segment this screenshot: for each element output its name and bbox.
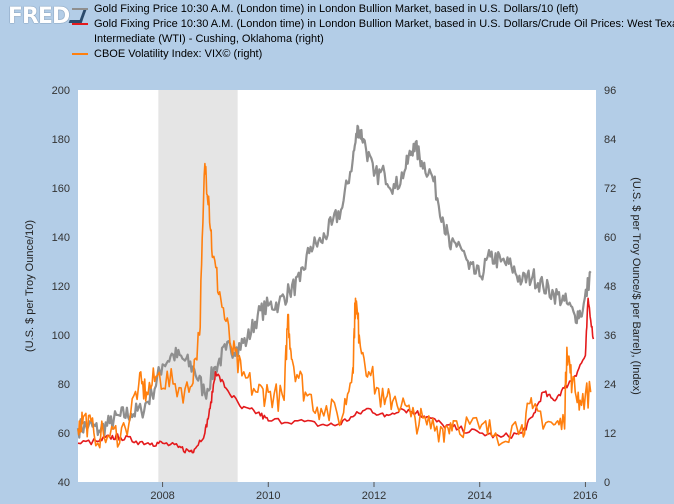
y-right-tick-label: 24 <box>604 379 616 391</box>
legend-swatch-gold <box>72 8 88 10</box>
y-axis-left-title: (U.S. $ per Troy Ounce/10) <box>24 220 36 352</box>
fred-logo: FRED <box>8 4 87 29</box>
legend-label-gold-oil-ratio-cont: Intermediate (WTI) - Cushing, Oklahoma (… <box>94 33 324 45</box>
recession-layer <box>158 90 238 482</box>
y-left-tick-label: 180 <box>52 134 70 146</box>
y-left-tick-label: 200 <box>52 85 70 97</box>
y-right-tick-label: 60 <box>604 232 616 244</box>
legend-swatch-vix <box>72 53 88 55</box>
y-left-tick-label: 60 <box>58 428 70 440</box>
y-left-tick-label: 120 <box>52 281 70 293</box>
y-left-tick-label: 40 <box>58 477 70 489</box>
y-right-tick-label: 72 <box>604 183 616 195</box>
series-line-0 <box>76 124 592 439</box>
y-left-tick-label: 140 <box>52 232 70 244</box>
y-left-tick-label: 160 <box>52 183 70 195</box>
x-tick-label: 2008 <box>150 490 174 502</box>
x-tick-label: 2010 <box>256 490 280 502</box>
recession-shading <box>158 90 238 482</box>
axis-ticks: 40 60 80 100 120 140 160 180 200 0 12 24 36 48 60 72 84 9… <box>52 85 617 502</box>
y-right-tick-label: 84 <box>604 134 616 146</box>
legend-label-vix: CBOE Volatility Index: VIX© (right) <box>94 48 263 60</box>
y-right-tick-label: 96 <box>604 85 616 97</box>
series-layer <box>76 124 595 454</box>
x-tick-label: 2016 <box>573 490 597 502</box>
legend-swatch-gold-oil-ratio <box>72 23 88 25</box>
fred-logo-text: FRED <box>8 4 70 29</box>
y-right-tick-label: 36 <box>604 330 616 342</box>
x-tick-label: 2012 <box>362 490 386 502</box>
y-left-tick-label: 80 <box>58 379 70 391</box>
plot-area <box>78 90 596 482</box>
x-tick-label: 2014 <box>467 490 491 502</box>
legend-item-gold-oil-ratio: Gold Fixing Price 10:30 A.M. (London tim… <box>72 17 674 32</box>
series-line-2 <box>77 162 592 449</box>
chart-legend: Gold Fixing Price 10:30 A.M. (London tim… <box>72 2 674 62</box>
y-right-tick-label: 48 <box>604 281 616 293</box>
y-right-tick-label: 0 <box>604 477 610 489</box>
y-right-tick-label: 12 <box>604 428 616 440</box>
legend-label-gold: Gold Fixing Price 10:30 A.M. (London tim… <box>94 3 579 15</box>
y-left-tick-label: 100 <box>52 330 70 342</box>
legend-item-vix: CBOE Volatility Index: VIX© (right) <box>72 47 674 62</box>
legend-label-gold-oil-ratio: Gold Fixing Price 10:30 A.M. (London tim… <box>94 18 674 30</box>
legend-item-gold: Gold Fixing Price 10:30 A.M. (London tim… <box>72 2 674 17</box>
y-axis-right-title: (U.S. $ per Troy Ounce/$ per Barrel), (I… <box>630 177 642 395</box>
legend-item-gold-oil-ratio-cont: Intermediate (WTI) - Cushing, Oklahoma (… <box>72 32 674 47</box>
series-line-1 <box>77 297 595 454</box>
